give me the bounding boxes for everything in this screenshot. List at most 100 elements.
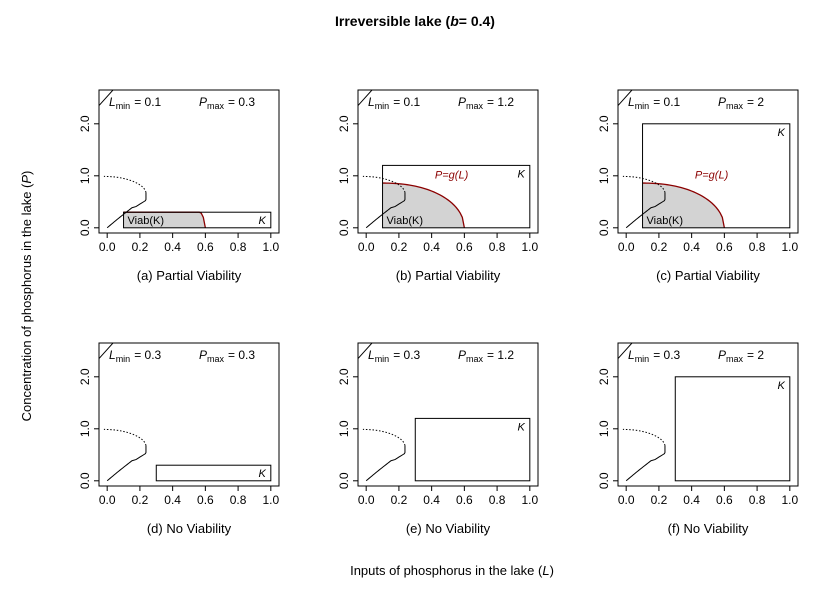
k-label: K	[517, 168, 525, 180]
pmax-symbol: P	[458, 95, 466, 109]
stable-branch	[625, 445, 666, 482]
x-tick-label: 0.0	[618, 493, 635, 507]
x-tick-label: 0.8	[230, 493, 247, 507]
lmin-label: Lmin = 0.1	[109, 95, 162, 111]
y-tick-label: 1.0	[337, 420, 351, 437]
pmax-subscript: max	[726, 101, 744, 111]
pmax-symbol: P	[718, 95, 726, 109]
y-tick-label: 0.0	[78, 472, 92, 489]
lmin-value: = 0.1	[134, 95, 161, 109]
x-tick-label: 0.2	[391, 493, 408, 507]
x-tick-label: 0.8	[749, 240, 766, 254]
x-tick-label: 0.4	[683, 240, 700, 254]
y-tick-label: 1.0	[597, 167, 611, 184]
viability-kernel	[642, 183, 725, 228]
x-axis-title-suffix: )	[550, 563, 554, 578]
x-tick-label: 0.8	[230, 240, 247, 254]
x-tick-label: 0.6	[197, 493, 214, 507]
x-axis-title-var: L	[542, 563, 549, 578]
pmax-subscript: max	[466, 354, 484, 364]
x-tick-label: 0.0	[99, 493, 116, 507]
curve-label: P=g(L)	[695, 169, 729, 181]
x-tick-label: 0.8	[749, 493, 766, 507]
lmin-label: Lmin = 0.3	[109, 348, 162, 364]
x-tick-label: 0.4	[683, 493, 700, 507]
y-axis: 0.0 1.0 2.0	[337, 115, 359, 236]
panel-header: Lmin = 0.1 Pmax = 0.3	[109, 95, 255, 111]
lmin-subscript: min	[635, 101, 650, 111]
y-axis: 0.0 1.0 2.0	[597, 115, 619, 236]
y-tick-label: 2.0	[597, 115, 611, 132]
x-tick-label: 1.0	[781, 493, 798, 507]
y-axis-title-var: P	[19, 175, 34, 184]
viability-kernel	[123, 212, 206, 228]
lmin-subscript: min	[116, 354, 131, 364]
unstable-branch	[622, 175, 666, 193]
x-tick-label: 0.2	[651, 493, 668, 507]
y-tick-label: 2.0	[78, 368, 92, 385]
viab-label: Viab(K)	[128, 215, 164, 227]
lmin-value: = 0.3	[134, 348, 161, 362]
x-axis: 0.0 0.2 0.4 0.6 0.8 1.0	[618, 485, 798, 507]
unstable-branch	[362, 175, 406, 193]
pmax-value: = 1.2	[487, 348, 514, 362]
lmin-label: Lmin = 0.3	[628, 348, 681, 364]
lmin-value: = 0.1	[653, 95, 680, 109]
y-tick-label: 1.0	[597, 420, 611, 437]
viab-label: Viab(K)	[647, 215, 683, 227]
x-tick-label: 0.4	[164, 240, 181, 254]
constraint-set-k	[382, 164, 531, 229]
lmin-value: = 0.1	[393, 95, 420, 109]
stable-branch	[365, 445, 406, 482]
pmax-value: = 1.2	[487, 95, 514, 109]
constraint-set-k	[642, 123, 791, 229]
stable-branch	[625, 192, 666, 229]
panel-caption: (a) Partial Viability	[137, 268, 242, 283]
y-axis: 0.0 1.0 2.0	[78, 368, 100, 489]
k-label: K	[258, 215, 266, 227]
y-tick-label: 1.0	[78, 420, 92, 437]
pmax-label: Pmax = 2	[718, 348, 764, 364]
lmin-label: Lmin = 0.1	[368, 95, 421, 111]
x-tick-label: 0.2	[132, 240, 149, 254]
viability-kernel	[382, 183, 465, 228]
lmin-subscript: min	[375, 354, 390, 364]
x-tick-label: 0.4	[423, 493, 440, 507]
panel-caption: (e) No Viability	[406, 521, 491, 536]
unstable-branch	[622, 428, 666, 446]
x-tick-label: 0.2	[651, 240, 668, 254]
equilibrium-curve	[382, 182, 466, 228]
x-axis-title: Inputs of phosphorus in the lake (L)	[350, 563, 554, 578]
x-tick-label: 0.6	[716, 240, 733, 254]
plot-area: K	[99, 343, 272, 482]
x-axis: 0.0 0.2 0.4 0.6 0.8 1.0	[358, 232, 538, 254]
panel-caption: (f) No Viability	[668, 521, 749, 536]
x-axis: 0.0 0.2 0.4 0.6 0.8 1.0	[99, 232, 279, 254]
x-tick-label: 1.0	[262, 493, 279, 507]
y-axis-title-prefix: Concentration of phosphorus in the lake …	[19, 183, 34, 421]
x-tick-label: 0.6	[197, 240, 214, 254]
x-axis: 0.0 0.2 0.4 0.6 0.8 1.0	[358, 485, 538, 507]
x-tick-label: 0.2	[391, 240, 408, 254]
pmax-value: = 0.3	[228, 348, 255, 362]
x-tick-label: 0.0	[618, 240, 635, 254]
lmin-symbol: L	[109, 95, 116, 109]
constraint-set-k	[155, 464, 272, 482]
x-tick-label: 1.0	[262, 240, 279, 254]
panel-header: Lmin = 0.1 Pmax = 2	[628, 95, 764, 111]
plot-area: K	[618, 343, 791, 482]
pmax-label: Pmax = 1.2	[458, 348, 514, 364]
panel-header: Lmin = 0.1 Pmax = 1.2	[368, 95, 514, 111]
panel-6: K Lmin = 0.3 Pmax = 2 0.0 0.2 0.4 0.6 0.8 1.0 0.0 1.…	[597, 342, 799, 536]
y-tick-label: 0.0	[597, 472, 611, 489]
figure-title-b: b	[450, 13, 459, 29]
lmin-label: Lmin = 0.3	[368, 348, 421, 364]
y-axis: 0.0 1.0 2.0	[337, 368, 359, 489]
pmax-value: = 2	[747, 95, 764, 109]
x-tick-label: 0.4	[423, 240, 440, 254]
lmin-value: = 0.3	[393, 348, 420, 362]
k-label: K	[258, 468, 266, 480]
